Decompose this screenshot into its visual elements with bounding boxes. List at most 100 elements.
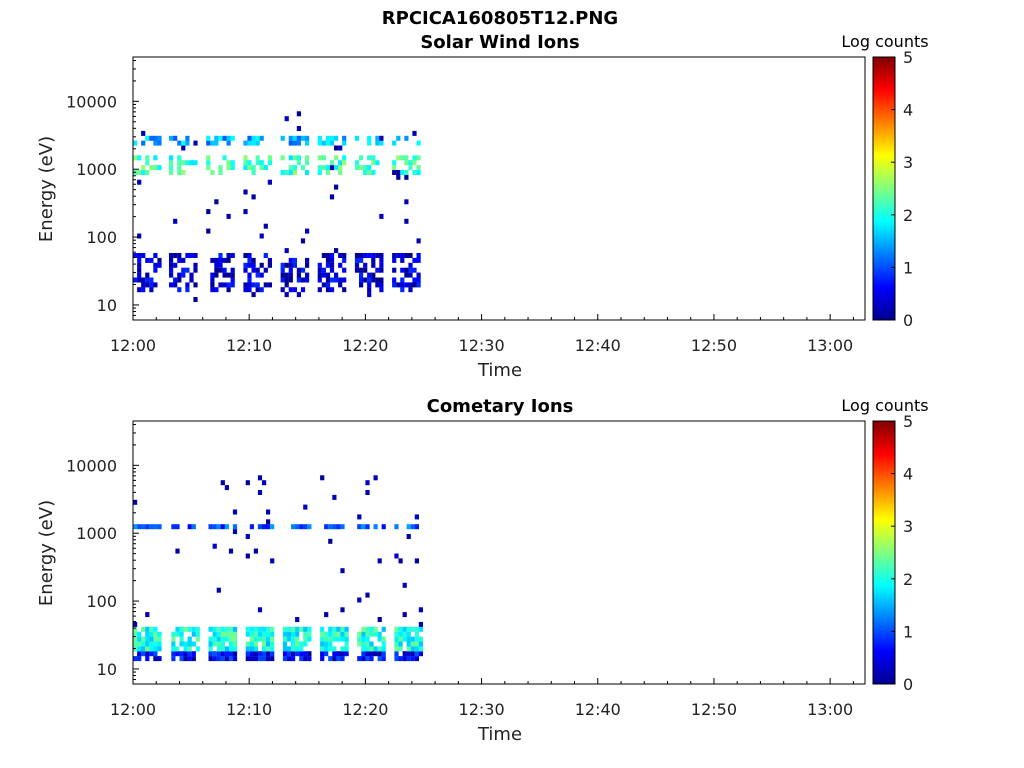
heatmap-cell <box>137 155 142 161</box>
heatmap-cell <box>149 524 154 530</box>
heatmap-cell <box>371 155 376 161</box>
heatmap-cell <box>266 626 271 632</box>
heatmap-cell <box>141 165 146 171</box>
heatmap-cell <box>284 282 289 288</box>
heatmap-cell <box>287 656 292 662</box>
heatmap-cell <box>179 636 184 642</box>
heatmap-cell <box>173 282 178 288</box>
heatmap-cell <box>367 272 372 278</box>
heatmap-cell <box>354 257 360 263</box>
heatmap-cell <box>299 646 304 652</box>
heatmap-cell <box>230 135 235 141</box>
heatmap-cell <box>340 524 345 530</box>
heatmap-cell <box>185 160 190 166</box>
heatmap-cell <box>169 257 174 263</box>
heatmap-cell <box>367 253 372 258</box>
heatmap-cell <box>324 641 329 647</box>
heatmap-cell <box>175 524 180 530</box>
heatmap-cell <box>416 170 421 175</box>
heatmap-cell <box>367 165 372 171</box>
heatmap-cell <box>305 155 310 161</box>
heatmap-cell <box>232 636 238 642</box>
heatmap-cell <box>245 656 250 662</box>
heatmap-cell <box>377 651 382 657</box>
heatmap-cell <box>210 257 215 263</box>
heatmap-cell <box>218 165 223 171</box>
heatmap-cell <box>149 165 154 171</box>
heatmap-cell <box>296 126 301 131</box>
heatmap-cell <box>400 282 405 288</box>
heatmap-cell <box>137 636 142 642</box>
heatmap-cell <box>324 646 329 652</box>
heatmap-cell <box>363 253 368 258</box>
heatmap-cell <box>228 626 234 632</box>
heatmap-cell <box>381 641 386 647</box>
heatmap-cell <box>369 646 374 652</box>
heatmap-cell <box>410 524 415 530</box>
heatmap-cell <box>400 287 405 293</box>
heatmap-cell <box>185 282 190 288</box>
heatmap-cell <box>400 253 405 258</box>
heatmap-cell <box>342 277 347 283</box>
heatmap-cell <box>367 140 372 146</box>
heatmap-cell <box>220 641 225 647</box>
heatmap-cell <box>243 189 248 195</box>
heatmap-cell <box>267 262 272 268</box>
heatmap-cell <box>334 248 339 254</box>
heatmap-cell <box>177 155 182 161</box>
heatmap-cell <box>133 140 138 146</box>
heatmap-cell <box>270 558 275 564</box>
heatmap-cell <box>189 277 194 283</box>
heatmap-cell <box>137 646 142 652</box>
x-tick-label: 12:10 <box>226 700 272 719</box>
heatmap-cell <box>247 253 252 258</box>
heatmap-cell <box>169 160 174 166</box>
heatmap-cell <box>222 267 227 273</box>
heatmap-cell <box>303 651 308 657</box>
heatmap-cell <box>373 651 378 657</box>
heatmap-cell <box>329 135 335 141</box>
heatmap-cell <box>375 282 380 288</box>
heatmap-cell <box>288 140 293 146</box>
heatmap-cell <box>332 651 337 657</box>
heatmap-cell <box>344 646 349 652</box>
colorbar-tick-label: 3 <box>903 517 913 536</box>
heatmap-cell <box>191 641 196 647</box>
heatmap-cell <box>354 160 360 166</box>
heatmap-cell <box>243 140 248 146</box>
heatmap-cell <box>149 626 154 632</box>
heatmap-cell <box>367 292 372 298</box>
heatmap-cell <box>251 135 256 141</box>
heatmap-cell <box>416 140 421 146</box>
heatmap-cell <box>328 626 333 632</box>
heatmap-cell <box>357 636 362 642</box>
heatmap-cell <box>400 170 405 175</box>
heatmap-cell <box>295 641 300 647</box>
heatmap-cell <box>183 641 188 647</box>
heatmap-cell <box>262 651 267 657</box>
heatmap-cell <box>220 636 225 642</box>
heatmap-cell <box>212 651 217 657</box>
heatmap-cell <box>373 475 378 481</box>
heatmap-cell <box>247 282 252 288</box>
heatmap-cell <box>266 524 271 530</box>
heatmap-cell <box>214 199 219 205</box>
heatmap-cell <box>338 282 343 288</box>
heatmap-cell <box>193 297 198 302</box>
heatmap-cell <box>153 135 158 141</box>
heatmap-cell <box>363 262 368 268</box>
heatmap-cell <box>253 641 258 647</box>
heatmap-cell <box>295 617 300 622</box>
heatmap-cell <box>149 651 154 657</box>
heatmap-cell <box>371 272 376 278</box>
heatmap-cell <box>408 160 413 166</box>
heatmap-cell <box>344 626 349 632</box>
heatmap-cell <box>137 272 142 278</box>
heatmap-cell <box>267 155 272 161</box>
heatmap-cell <box>270 646 275 652</box>
heatmap-cell <box>402 582 407 588</box>
heatmap-cell <box>145 282 150 288</box>
heatmap-cell <box>149 257 154 263</box>
heatmap-cell <box>249 524 254 530</box>
heatmap-cell <box>232 641 238 647</box>
